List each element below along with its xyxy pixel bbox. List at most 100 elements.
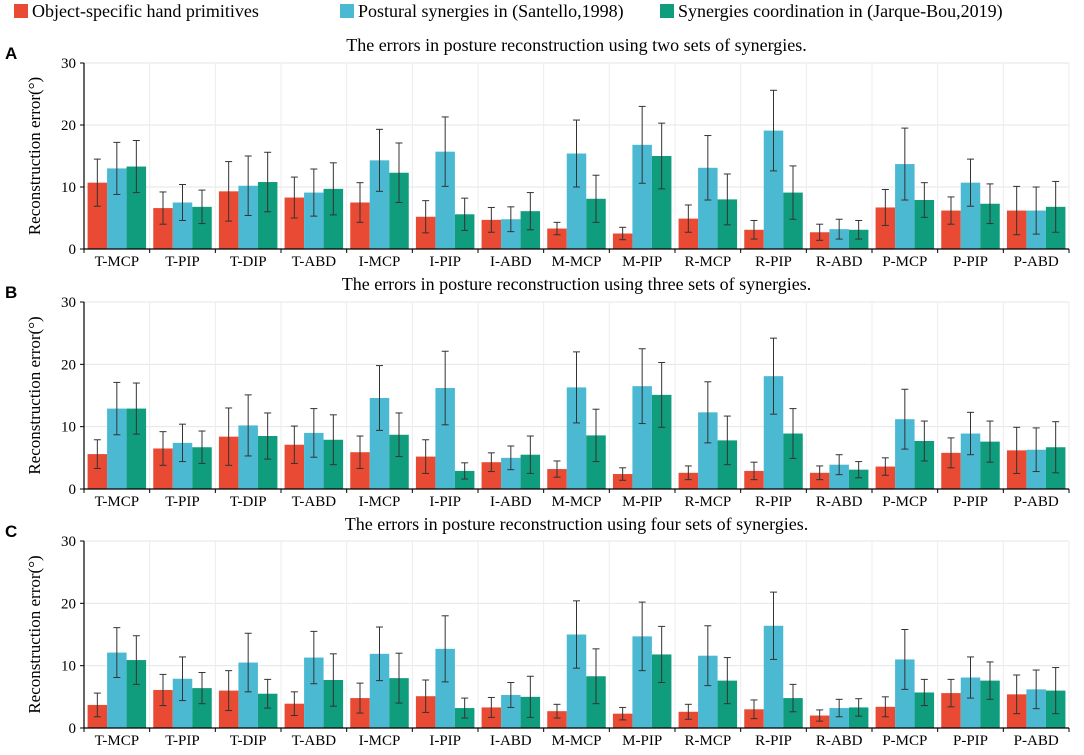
bar bbox=[651, 394, 672, 489]
error-bar bbox=[573, 119, 580, 188]
panel-letter: A bbox=[5, 44, 17, 63]
bar bbox=[369, 653, 390, 728]
error-bar bbox=[592, 648, 600, 705]
bar bbox=[809, 715, 830, 728]
bar bbox=[369, 160, 390, 249]
bar bbox=[651, 156, 672, 249]
error-bar bbox=[901, 388, 909, 450]
error-bar bbox=[986, 420, 994, 463]
error-bar bbox=[179, 656, 186, 702]
chart-panel-a: A The errors in posture reconstruction us… bbox=[5, 35, 1070, 270]
bars bbox=[87, 591, 1066, 728]
bar bbox=[172, 678, 193, 728]
panel-title: The errors in posture reconstruction usi… bbox=[342, 274, 812, 294]
error-bar bbox=[986, 183, 994, 225]
error-bar bbox=[789, 408, 797, 459]
bar bbox=[481, 462, 502, 489]
error-bar bbox=[1013, 426, 1021, 474]
bar bbox=[304, 192, 324, 249]
y-tick-label: 30 bbox=[61, 295, 76, 311]
bar bbox=[153, 689, 173, 728]
x-tick-label: T-DIP bbox=[230, 494, 267, 510]
error-bar bbox=[835, 454, 843, 476]
error-bar bbox=[750, 461, 758, 481]
x-tick-label: I-ABD bbox=[490, 494, 532, 510]
error-bar bbox=[619, 226, 627, 241]
x-tick-label: T-DIP bbox=[230, 254, 267, 270]
y-tick-label: 10 bbox=[61, 180, 76, 196]
bar bbox=[717, 680, 738, 728]
error-bar bbox=[356, 682, 364, 714]
error-bar bbox=[244, 632, 252, 693]
bar bbox=[389, 172, 409, 249]
error-bar bbox=[310, 630, 318, 685]
bar bbox=[895, 419, 915, 489]
bar bbox=[612, 474, 633, 489]
error-bar bbox=[704, 625, 712, 687]
y-axis-label: Reconstruction error(°) bbox=[25, 555, 44, 713]
x-tick-label: M-PIP bbox=[622, 733, 662, 749]
error-bar bbox=[816, 465, 824, 481]
error-bar bbox=[553, 703, 561, 719]
error-bar bbox=[684, 703, 692, 720]
bar bbox=[454, 214, 475, 249]
bar bbox=[304, 432, 324, 489]
y-tick-label: 30 bbox=[61, 534, 76, 550]
error-bar bbox=[198, 672, 206, 705]
bar bbox=[848, 707, 869, 728]
error-bar bbox=[395, 652, 403, 704]
error-bar bbox=[816, 223, 824, 241]
bar bbox=[980, 203, 1000, 249]
chart-panel-c: C The errors in posture reconstruction us… bbox=[5, 514, 1070, 749]
legend-label: Synergies coordination in (Jarque-Bou,20… bbox=[678, 1, 1003, 22]
error-bar bbox=[1032, 669, 1040, 710]
bar bbox=[257, 182, 278, 249]
error-bar bbox=[1013, 674, 1021, 715]
error-bar bbox=[553, 221, 561, 236]
bar bbox=[126, 166, 147, 249]
error-bar bbox=[132, 382, 140, 435]
x-tick-label: M-MCP bbox=[551, 254, 601, 270]
panel-title: The errors in posture reconstruction usi… bbox=[346, 35, 807, 55]
legend-swatch bbox=[340, 4, 354, 18]
panel-letter: B bbox=[5, 283, 17, 302]
bar bbox=[350, 452, 370, 489]
error-bar bbox=[638, 348, 646, 425]
error-bar bbox=[573, 351, 580, 424]
error-bar bbox=[310, 168, 318, 217]
bar bbox=[435, 388, 455, 489]
error-bar bbox=[356, 435, 364, 469]
y-axis-label: Reconstruction error(°) bbox=[25, 316, 44, 474]
error-bar bbox=[461, 462, 469, 480]
x-tick-label: M-PIP bbox=[622, 254, 662, 270]
y-tick-label: 10 bbox=[61, 659, 76, 675]
bar bbox=[698, 655, 718, 728]
error-bar bbox=[967, 158, 974, 207]
x-tick-label: P-ABD bbox=[1014, 494, 1059, 510]
bar bbox=[323, 188, 344, 249]
error-bar bbox=[619, 706, 627, 721]
x-tick-label: I-ABD bbox=[490, 254, 532, 270]
error-bar bbox=[93, 692, 101, 718]
bar bbox=[763, 130, 784, 249]
bar bbox=[501, 694, 521, 728]
bar bbox=[875, 207, 896, 249]
y-tick-label: 10 bbox=[61, 420, 76, 436]
bar bbox=[481, 219, 502, 249]
bar bbox=[783, 433, 803, 489]
error-bar bbox=[487, 696, 495, 718]
error-bar bbox=[1052, 421, 1060, 474]
error-bar bbox=[159, 191, 167, 225]
bar bbox=[875, 706, 896, 728]
error-bar bbox=[113, 627, 121, 679]
bar bbox=[153, 448, 173, 489]
error-bar bbox=[93, 158, 101, 207]
bar bbox=[126, 660, 147, 728]
error-bar bbox=[244, 394, 252, 457]
x-tick-label: I-PIP bbox=[429, 254, 461, 270]
bar bbox=[941, 693, 961, 728]
bar bbox=[87, 182, 108, 249]
error-bar bbox=[658, 122, 666, 190]
bar bbox=[547, 228, 567, 249]
